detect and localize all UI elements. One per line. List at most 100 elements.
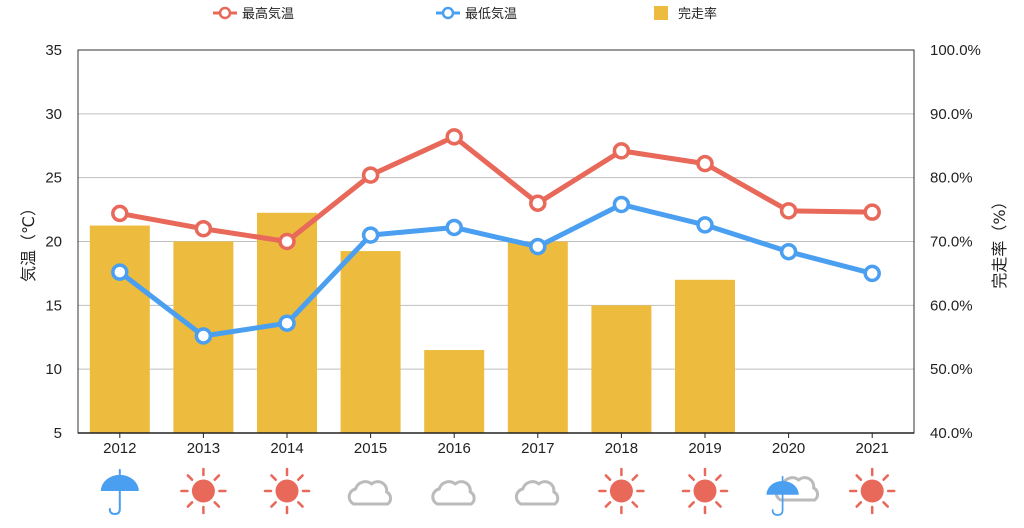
sun-disc	[275, 479, 299, 503]
high-temp-point	[529, 194, 547, 212]
low-temp-point	[278, 314, 296, 332]
sun-ray	[688, 501, 695, 508]
sun-ray	[855, 474, 863, 481]
sun-ray	[715, 501, 722, 508]
high-temp-point	[111, 204, 129, 223]
x-tick-label: 2019	[688, 440, 721, 457]
low-temp-point	[111, 263, 129, 281]
sun-ray	[604, 474, 612, 481]
legend-marker	[441, 6, 455, 20]
sun-ray	[855, 501, 863, 508]
finish-rate-bar	[675, 279, 735, 433]
y-tick-label-left: 35	[45, 42, 62, 59]
low-temp-point	[696, 216, 714, 234]
cloud-outline	[514, 480, 560, 506]
low-temp-point	[194, 327, 213, 345]
y-tick-label-right: 90.0%	[930, 106, 973, 123]
low-temp-point	[529, 237, 547, 256]
sun-ray	[186, 474, 194, 481]
low-temp-point	[361, 226, 380, 244]
weather-icon-row	[100, 467, 896, 516]
low-temp-point	[863, 264, 881, 283]
sun-ray	[631, 474, 639, 481]
sun-ray	[882, 501, 890, 508]
sun-ray	[297, 501, 304, 508]
y-tick-label-left: 10	[45, 361, 62, 378]
y-axis-title-left: 気温（℃）	[19, 200, 38, 282]
sun-icon	[263, 467, 311, 515]
low-temp-point	[779, 242, 798, 261]
x-tick-label: 2012	[103, 440, 136, 457]
x-tick-label: 2015	[354, 440, 387, 457]
x-tick-label: 2018	[605, 440, 638, 457]
y-tick-label-left: 15	[45, 297, 62, 314]
legend-swatch	[654, 6, 668, 20]
low-temp-point	[612, 195, 631, 214]
sun-disc	[191, 479, 215, 503]
high-temp-point	[361, 166, 380, 184]
legend-label: 最高気温	[242, 6, 294, 22]
y-tick-label-left: 5	[54, 425, 62, 442]
y-tick-label-right: 50.0%	[930, 361, 973, 378]
finish-rate-bar	[340, 251, 401, 433]
sun-icon	[681, 467, 729, 515]
high-temp-point	[445, 128, 463, 146]
high-temp-point	[278, 232, 296, 251]
high-temp-point	[779, 202, 798, 220]
y-tick-label-left: 30	[45, 106, 62, 123]
finish-rate-bar	[507, 241, 568, 433]
sun-ray	[213, 474, 221, 481]
legend-label: 完走率	[678, 6, 717, 22]
y-tick-label-left: 25	[45, 170, 62, 187]
finish-rate-bar	[424, 350, 485, 433]
sun-ray	[186, 501, 194, 508]
sun-disc	[609, 479, 633, 503]
y-tick-label-left: 20	[45, 234, 62, 251]
umbrella-cloud-icon	[766, 475, 820, 516]
sun-ray	[270, 501, 277, 508]
y-tick-label-right: 60.0%	[930, 297, 973, 314]
cloud-icon	[347, 480, 393, 506]
sun-icon	[180, 467, 227, 515]
x-tick-label: 2014	[270, 440, 303, 457]
x-tick-label: 2021	[856, 440, 889, 457]
sun-disc	[860, 479, 884, 503]
sun-ray	[631, 501, 639, 508]
sun-icon	[848, 467, 896, 515]
y-tick-label-right: 80.0%	[930, 170, 973, 187]
umbrella-handle	[771, 493, 784, 516]
umbrella-handle	[108, 490, 121, 516]
legend: 最高気温 最低気温 完走率	[213, 6, 717, 22]
finish-rate-bar	[89, 225, 150, 433]
axis-layer: 3530252015105100.0%90.0%80.0%70.0%60.0%5…	[45, 42, 981, 457]
low-temp-point	[445, 218, 463, 237]
low-temp-line	[117, 201, 875, 339]
sun-ray	[213, 501, 221, 508]
umbrella-icon	[100, 468, 139, 516]
cloud-icon	[431, 480, 476, 506]
x-tick-label: 2017	[521, 440, 554, 457]
sun-disc	[693, 479, 717, 503]
sun-ray	[882, 474, 890, 481]
x-tick-label: 2016	[438, 440, 471, 457]
sun-ray	[297, 474, 304, 481]
y-tick-label-right: 70.0%	[930, 234, 973, 251]
y-tick-label-right: 100.0%	[930, 42, 981, 59]
high-temp-point	[696, 154, 714, 173]
high-temp-point	[612, 142, 631, 160]
finish-rate-bar	[591, 305, 652, 433]
high-temp-point	[863, 203, 881, 221]
y-axis-title-right: 完走率（%）	[990, 193, 1009, 288]
umbrella-canopy	[100, 474, 139, 491]
y-tick-label-right: 40.0%	[930, 425, 973, 442]
cloud-outline	[431, 480, 476, 506]
legend-label: 最低気温	[465, 6, 517, 22]
sun-ray	[604, 501, 612, 508]
legend-marker	[218, 6, 232, 20]
line-layer	[111, 128, 881, 345]
cloud-outline	[347, 480, 393, 506]
sun-ray	[715, 474, 722, 481]
umbrella-canopy	[766, 480, 799, 495]
x-tick-label: 2020	[772, 440, 805, 457]
